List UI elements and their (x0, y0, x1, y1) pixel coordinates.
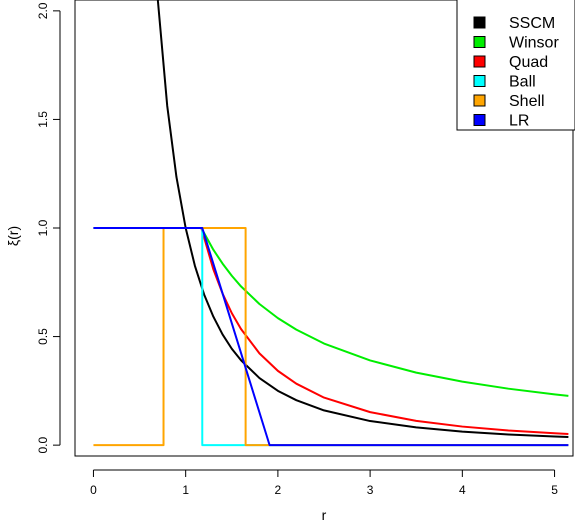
legend-swatch (473, 36, 486, 48)
y-tick-label: 0.0 (36, 436, 50, 453)
legend-swatch (473, 75, 486, 87)
x-axis: 0 1 2 3 4 5 (90, 469, 558, 497)
y-axis-title: ξ(r) (5, 226, 21, 246)
legend-label: Shell (509, 93, 545, 110)
x-tick-label: 2 (275, 483, 282, 497)
plot-border (74, 0, 574, 457)
series-line-lr (93, 227, 569, 447)
x-tick-label: 3 (367, 483, 374, 497)
x-axis-title: r (322, 507, 327, 523)
legend-label: SSCM (509, 15, 555, 32)
series-layer (93, 0, 569, 447)
legend-label: LR (509, 113, 529, 130)
plot-frame (74, 0, 574, 457)
legend-swatch (473, 16, 486, 29)
legend-label: Ball (509, 74, 536, 91)
y-axis: 0.0 0.5 1.0 1.5 2.0 (36, 2, 61, 453)
legend-swatch (473, 94, 486, 107)
x-tick-label: 4 (459, 483, 466, 497)
legend-swatch (473, 114, 486, 126)
y-tick-label: 0.5 (36, 328, 50, 345)
legend-swatch (473, 55, 486, 68)
legend-label: Winsor (509, 35, 559, 52)
legend: SSCM Winsor Quad Ball Shell LR (456, 0, 575, 131)
series-line-sscm (156, 0, 569, 438)
y-tick-label: 1.0 (36, 219, 50, 236)
y-tick-label: 1.5 (36, 111, 50, 128)
y-tick-label: 2.0 (36, 2, 50, 19)
x-tick-label: 1 (182, 483, 189, 497)
legend-label: Quad (509, 54, 548, 71)
series-line-quad (93, 227, 569, 435)
x-tick-label: 5 (551, 483, 558, 497)
series-group (93, 0, 569, 447)
series-line-winsor (93, 227, 569, 397)
x-tick-label: 0 (90, 483, 97, 497)
